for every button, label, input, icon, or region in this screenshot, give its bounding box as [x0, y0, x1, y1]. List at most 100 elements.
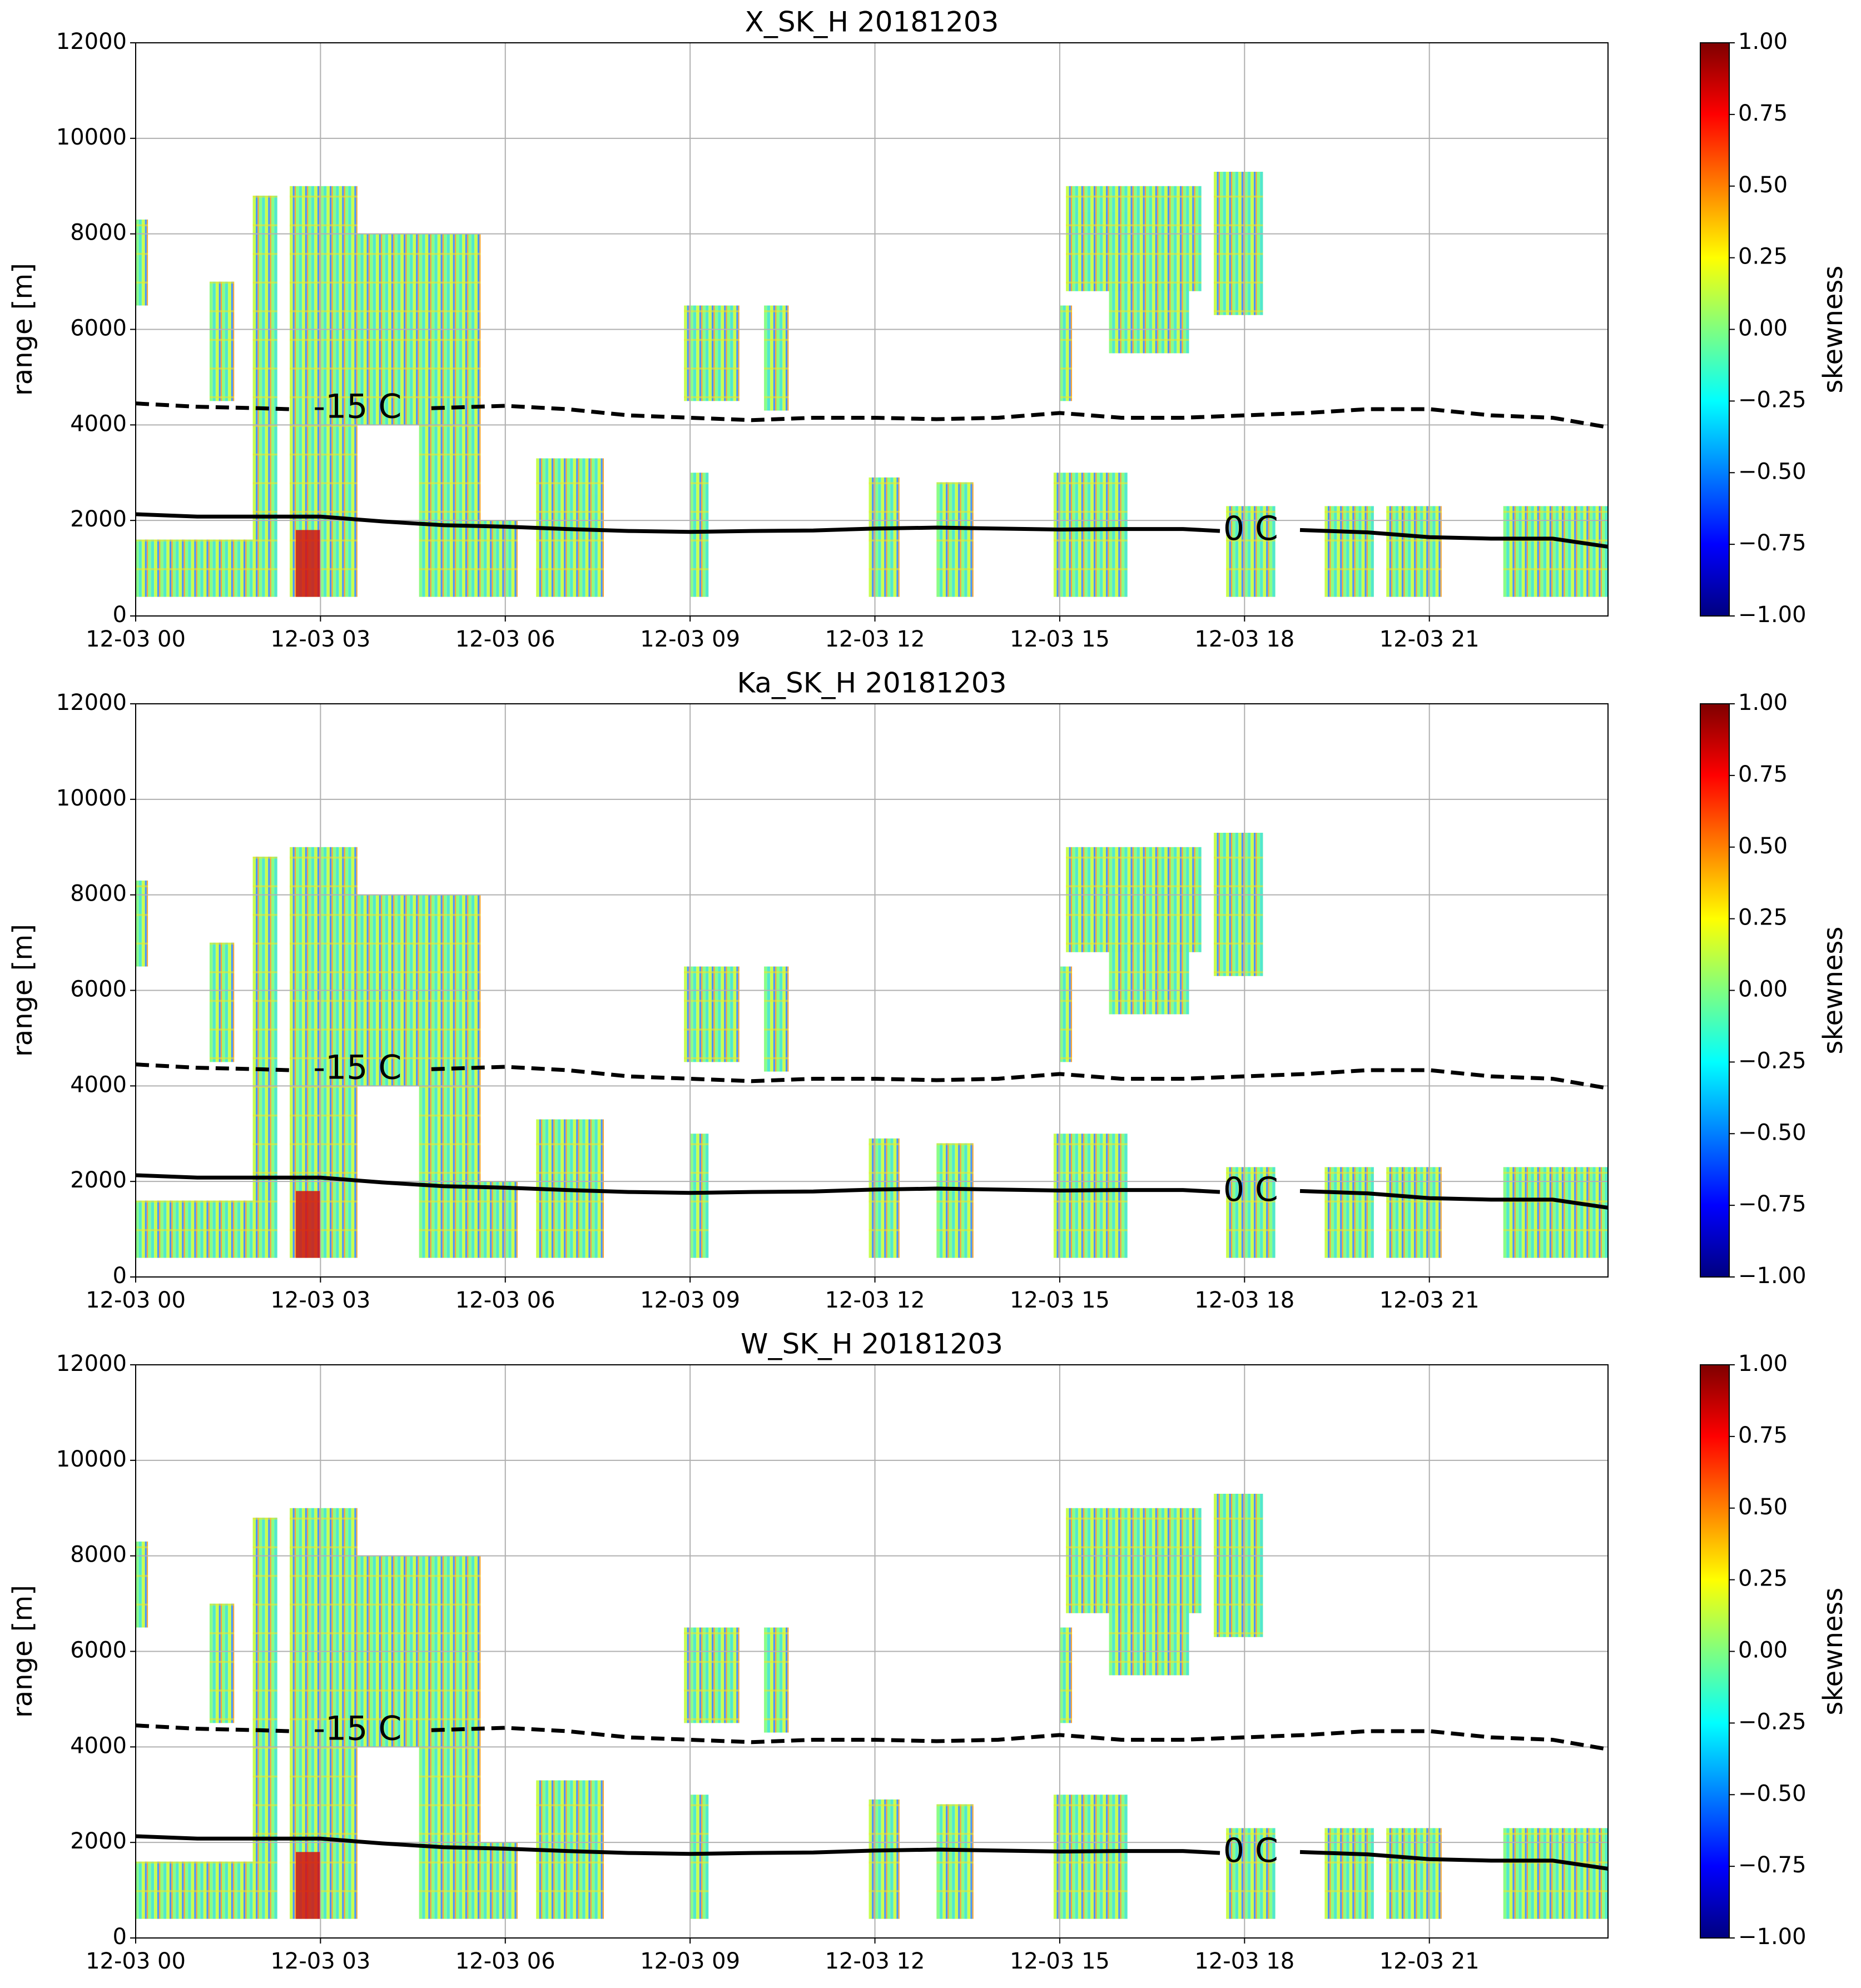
y-tick-label: 8000	[70, 1542, 127, 1568]
x-tick-label: 12-03 18	[1194, 627, 1294, 652]
y-tick-label: 6000	[70, 316, 127, 341]
panel: 0 2000 4000 6000 8000 10000 12000 12-03 00 12-03…	[7, 6, 1849, 653]
colorbar-label: skewness	[1818, 1588, 1849, 1716]
colorbar-tick-label: −0.50	[1738, 1781, 1807, 1806]
x-tick-label: 12-03 03	[270, 627, 370, 652]
y-tick-label: 4000	[70, 411, 127, 436]
colorbar-tick-label: 0.25	[1738, 244, 1788, 270]
plot-frame	[135, 42, 1609, 617]
x-tick-label: 12-03 03	[270, 1288, 370, 1313]
y-tick-label: 10000	[56, 786, 127, 811]
isotherm-label: 0 C	[1223, 509, 1278, 548]
y-tick-label: 0	[113, 602, 127, 628]
panel: 0 2000 4000 6000 8000 10000 12000 12-03 00 12-03…	[7, 667, 1849, 1314]
y-tick-label: 2000	[70, 506, 127, 532]
isotherm-line	[135, 1062, 1609, 1091]
x-tick-label: 12-03 12	[825, 627, 925, 652]
x-tick-label: 12-03 21	[1379, 627, 1480, 652]
colorbar-tick-label: 0.50	[1738, 1494, 1788, 1520]
y-axis-label: range [m]	[7, 1585, 38, 1718]
y-tick-label: 2000	[70, 1167, 127, 1193]
x-tick-label: 12-03 09	[640, 1949, 740, 1974]
colorbar-tick-label: 0.00	[1738, 316, 1788, 341]
colorbar-tick-label: 0.75	[1738, 1423, 1788, 1448]
y-tick-label: 4000	[70, 1733, 127, 1758]
x-tick-label: 12-03 15	[1010, 1949, 1110, 1974]
chart-title: X_SK_H 20181203	[745, 6, 999, 38]
y-tick-label: 10000	[56, 1447, 127, 1472]
x-tick-label: 12-03 06	[455, 627, 555, 652]
y-tick-label: 6000	[70, 977, 127, 1002]
y-tick-label: 10000	[56, 125, 127, 150]
colorbar-tick-label: −1.00	[1738, 1263, 1807, 1289]
y-tick-label: 0	[113, 1924, 127, 1950]
y-axis-label: range [m]	[7, 924, 38, 1057]
x-tick-label: 12-03 15	[1010, 627, 1110, 652]
isotherm-line	[135, 1834, 1609, 1871]
colorbar-tick-label: 1.00	[1738, 1351, 1788, 1376]
colorbar-tick-label: 0.25	[1738, 905, 1788, 931]
y-tick-label: 4000	[70, 1072, 127, 1097]
colorbar-tick-label: 0.50	[1738, 172, 1788, 198]
colorbar	[1700, 1364, 1730, 1939]
x-tick-label: 12-03 06	[455, 1288, 555, 1313]
y-tick-label: 6000	[70, 1638, 127, 1663]
x-tick-label: 12-03 03	[270, 1949, 370, 1974]
x-tick-label: 12-03 00	[86, 1288, 186, 1313]
y-tick-label: 8000	[70, 220, 127, 246]
panel: 0 2000 4000 6000 8000 10000 12000 12-03 00 12-03…	[7, 1328, 1849, 1975]
y-tick-label: 0	[113, 1263, 127, 1289]
y-tick-label: 12000	[56, 690, 127, 715]
colorbar-tick-label: −0.25	[1738, 1709, 1807, 1734]
colorbar-tick-label: 1.00	[1738, 690, 1788, 715]
colorbar-label: skewness	[1818, 266, 1849, 394]
isotherm-label: -15 C	[313, 1048, 401, 1087]
colorbar	[1700, 42, 1730, 617]
colorbar-tick-label: 0.00	[1738, 977, 1788, 1002]
colorbar-tick-label: −0.75	[1738, 1852, 1807, 1878]
isotherm-line	[135, 1173, 1609, 1210]
y-axis-label: range [m]	[7, 263, 38, 396]
x-tick-label: 12-03 18	[1194, 1949, 1294, 1974]
isotherm-line	[135, 1723, 1609, 1752]
x-tick-label: 12-03 09	[640, 1288, 740, 1313]
x-tick-label: 12-03 00	[86, 627, 186, 652]
colorbar-tick-label: −0.50	[1738, 459, 1807, 484]
isotherm-line	[135, 512, 1609, 549]
colorbar-tick-label: −0.75	[1738, 530, 1807, 556]
colorbar-tick-label: 0.00	[1738, 1638, 1788, 1663]
colorbar-tick-label: −1.00	[1738, 1924, 1807, 1950]
isotherm-label: 0 C	[1223, 1170, 1278, 1209]
x-tick-label: 12-03 15	[1010, 1288, 1110, 1313]
plot-frame	[135, 703, 1609, 1278]
colorbar-tick-label: −0.75	[1738, 1191, 1807, 1217]
colorbar-tick-label: 0.75	[1738, 762, 1788, 787]
y-tick-label: 12000	[56, 29, 127, 54]
x-tick-label: 12-03 06	[455, 1949, 555, 1974]
x-tick-label: 12-03 12	[825, 1288, 925, 1313]
y-tick-label: 8000	[70, 881, 127, 907]
x-tick-label: 12-03 09	[640, 627, 740, 652]
isotherm-label: 0 C	[1223, 1831, 1278, 1870]
x-tick-label: 12-03 00	[86, 1949, 186, 1974]
plot-frame	[135, 1364, 1609, 1939]
chart-title: Ka_SK_H 20181203	[737, 667, 1006, 699]
colorbar	[1700, 703, 1730, 1278]
x-tick-label: 12-03 21	[1379, 1949, 1480, 1974]
colorbar-tick-label: 0.75	[1738, 101, 1788, 126]
isotherm-label: -15 C	[313, 1709, 401, 1748]
isotherm-line	[135, 401, 1609, 430]
y-tick-label: 2000	[70, 1828, 127, 1854]
x-tick-label: 12-03 12	[825, 1949, 925, 1974]
x-tick-label: 12-03 18	[1194, 1288, 1294, 1313]
y-tick-label: 12000	[56, 1351, 127, 1376]
colorbar-tick-label: −1.00	[1738, 602, 1807, 628]
colorbar-tick-label: 0.25	[1738, 1566, 1788, 1592]
colorbar-tick-label: 1.00	[1738, 29, 1788, 54]
isotherm-label: -15 C	[313, 387, 401, 426]
colorbar-tick-label: −0.25	[1738, 387, 1807, 412]
colorbar-tick-label: −0.50	[1738, 1120, 1807, 1145]
colorbar-tick-label: −0.25	[1738, 1048, 1807, 1073]
colorbar-label: skewness	[1818, 927, 1849, 1055]
